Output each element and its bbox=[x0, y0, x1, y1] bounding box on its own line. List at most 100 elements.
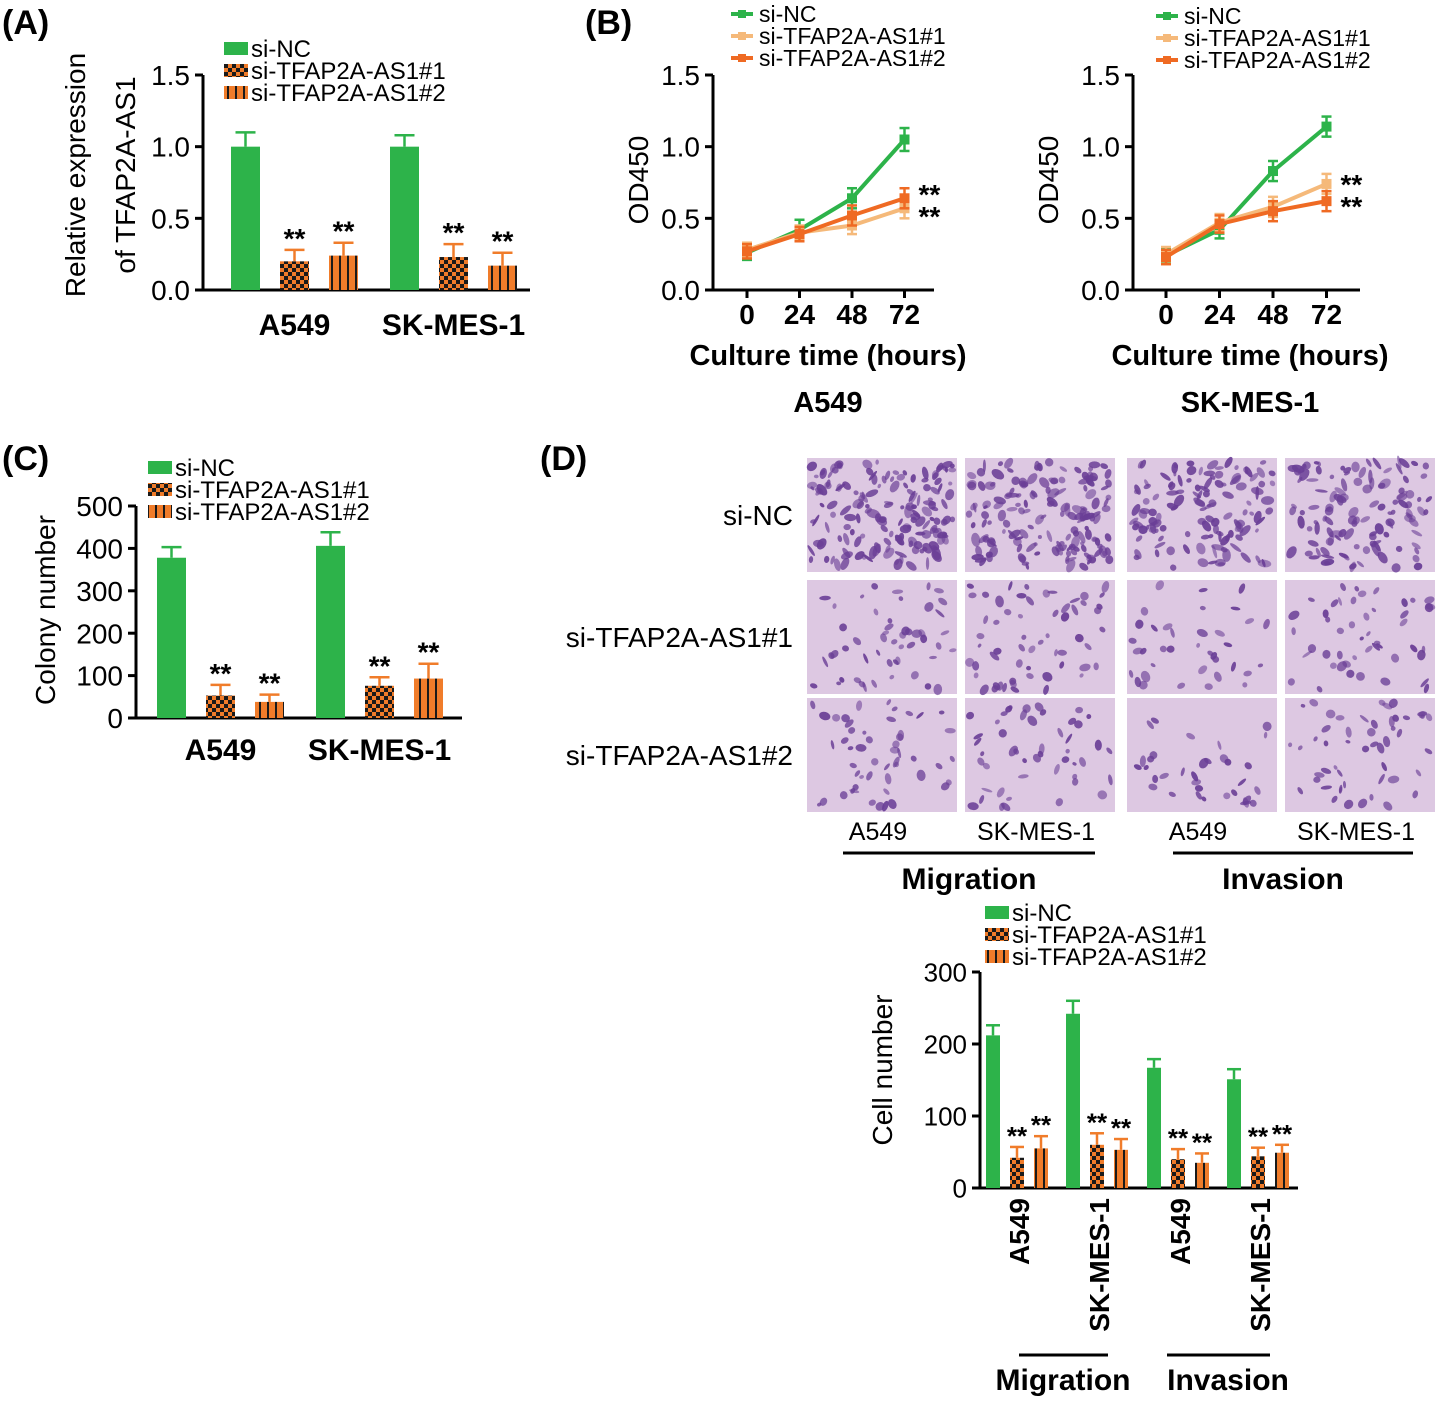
stained-cell bbox=[875, 649, 881, 656]
stained-cell bbox=[839, 791, 848, 800]
stained-cell bbox=[819, 797, 828, 806]
stained-cell bbox=[1072, 762, 1077, 766]
stained-cell bbox=[1046, 500, 1055, 507]
stained-cell bbox=[877, 483, 882, 489]
stained-cell bbox=[1420, 678, 1429, 688]
stained-cell bbox=[1320, 554, 1335, 559]
stained-cell bbox=[1196, 628, 1208, 638]
stained-cell bbox=[1224, 456, 1233, 468]
stained-cell bbox=[1106, 747, 1113, 755]
stained-cell bbox=[1142, 497, 1150, 505]
stained-cell bbox=[1249, 472, 1259, 482]
legend-label: si-TFAP2A-AS1#2 bbox=[759, 45, 946, 71]
stained-cell bbox=[1367, 728, 1376, 737]
stained-cell bbox=[1002, 519, 1011, 528]
stained-cell bbox=[1340, 583, 1346, 592]
stained-cell bbox=[929, 516, 935, 522]
stained-cell bbox=[883, 501, 894, 508]
stained-cell bbox=[837, 535, 843, 543]
significance-mark: ** bbox=[1087, 1107, 1108, 1137]
stained-cell bbox=[1060, 502, 1071, 513]
data-point bbox=[742, 246, 752, 257]
stained-cell bbox=[940, 518, 948, 526]
stained-cell bbox=[1054, 649, 1058, 657]
stained-cell bbox=[1256, 467, 1266, 478]
x-category-label: A549 bbox=[1004, 1198, 1035, 1265]
stained-cell bbox=[1043, 684, 1049, 695]
stained-cell bbox=[1244, 762, 1252, 770]
stained-cell bbox=[1108, 774, 1113, 786]
stained-cell bbox=[965, 510, 973, 518]
stained-cell bbox=[1414, 547, 1420, 555]
legend-swatch bbox=[985, 928, 1009, 941]
stained-cell bbox=[898, 596, 904, 601]
stained-cell bbox=[1369, 500, 1380, 508]
stained-cell bbox=[895, 733, 904, 741]
stained-cell bbox=[1150, 663, 1156, 668]
stained-cell bbox=[1139, 755, 1146, 768]
stained-cell bbox=[1287, 678, 1295, 686]
stained-cell bbox=[1066, 559, 1076, 573]
stained-cell bbox=[1356, 671, 1365, 681]
stained-cell bbox=[1304, 550, 1313, 557]
stained-cell bbox=[1155, 580, 1165, 591]
stained-cell bbox=[905, 561, 917, 571]
row-label: si-TFAP2A-AS1#1 bbox=[566, 622, 793, 653]
stained-cell bbox=[842, 645, 850, 652]
stained-cell bbox=[1333, 765, 1338, 770]
stained-cell bbox=[949, 755, 955, 762]
stained-cell bbox=[938, 710, 945, 715]
micrograph-panel bbox=[807, 698, 957, 812]
stained-cell bbox=[1342, 660, 1351, 668]
stained-cell bbox=[1013, 537, 1022, 546]
stained-cell bbox=[906, 488, 915, 496]
stained-cell bbox=[1331, 795, 1338, 803]
stained-cell bbox=[1104, 533, 1112, 542]
stained-cell bbox=[836, 483, 843, 492]
stained-cell bbox=[1198, 665, 1208, 675]
bar-si-TFAP2A-AS1#1 bbox=[1010, 1157, 1024, 1188]
stained-cell bbox=[941, 499, 948, 510]
stained-cell bbox=[1047, 488, 1060, 499]
data-point bbox=[1214, 219, 1225, 230]
stained-cell bbox=[1206, 460, 1219, 470]
stained-cell bbox=[1140, 607, 1149, 616]
stained-cell bbox=[1288, 610, 1300, 620]
stained-cell bbox=[1369, 540, 1376, 548]
stained-cell bbox=[824, 481, 832, 490]
stained-cell bbox=[1411, 529, 1423, 537]
stained-cell bbox=[1348, 621, 1356, 629]
stained-cell bbox=[1343, 528, 1354, 540]
stained-cell bbox=[1313, 776, 1321, 783]
stained-cell bbox=[1154, 549, 1160, 558]
stained-cell bbox=[997, 509, 1007, 522]
stained-cell bbox=[1198, 587, 1208, 593]
bar-si-TFAP2A-AS1#1 bbox=[365, 685, 394, 718]
bar-si-NC bbox=[316, 545, 345, 718]
stained-cell bbox=[852, 637, 862, 646]
stained-cell bbox=[1022, 758, 1027, 764]
stained-cell bbox=[1372, 457, 1382, 470]
stained-cell bbox=[1347, 515, 1357, 525]
y-tick-label: 100 bbox=[76, 661, 123, 692]
row-label: si-TFAP2A-AS1#2 bbox=[566, 740, 793, 771]
stained-cell bbox=[918, 629, 926, 638]
stained-cell bbox=[1192, 491, 1202, 499]
stained-cell bbox=[1072, 777, 1079, 786]
stained-cell bbox=[843, 523, 851, 531]
y-axis-label: of TFAP2A-AS1 bbox=[110, 76, 141, 273]
stained-cell bbox=[933, 517, 941, 525]
data-point bbox=[1321, 121, 1332, 132]
stained-cell bbox=[1360, 516, 1371, 523]
stained-cell bbox=[1139, 508, 1151, 515]
stained-cell bbox=[863, 653, 869, 664]
bar-si-NC bbox=[390, 146, 419, 290]
stained-cell bbox=[1402, 475, 1409, 484]
significance-mark: ** bbox=[1341, 169, 1363, 200]
stained-cell bbox=[1366, 631, 1371, 637]
stained-cell bbox=[973, 737, 982, 746]
stained-cell bbox=[1199, 485, 1210, 493]
legend-swatch bbox=[148, 505, 172, 518]
stained-cell bbox=[864, 507, 872, 514]
stained-cell bbox=[1391, 563, 1401, 573]
